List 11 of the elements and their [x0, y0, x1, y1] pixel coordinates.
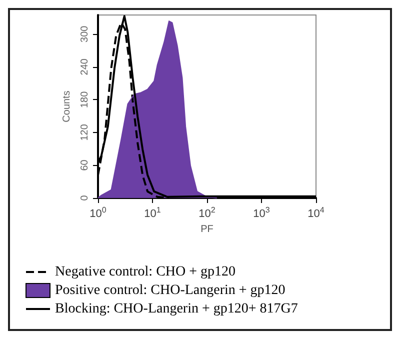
y-axis-title: Counts	[62, 90, 73, 122]
y-tick-label: 60	[80, 159, 90, 171]
y-tick-label: 240	[80, 58, 90, 76]
legend-label: Negative control: CHO + gp120	[55, 264, 236, 280]
y-tick-label: 0	[80, 194, 90, 201]
y-tick-label: 180	[80, 90, 90, 108]
legend-label: Blocking: CHO-Langerin + gp120+ 817G7	[55, 302, 298, 316]
x-axis-title: PF	[200, 224, 214, 235]
y-tick-label: 120	[80, 124, 90, 141]
legend-label: Positive control: CHO-Langerin + gp120	[55, 283, 286, 298]
y-tick-label: 300	[80, 25, 90, 42]
